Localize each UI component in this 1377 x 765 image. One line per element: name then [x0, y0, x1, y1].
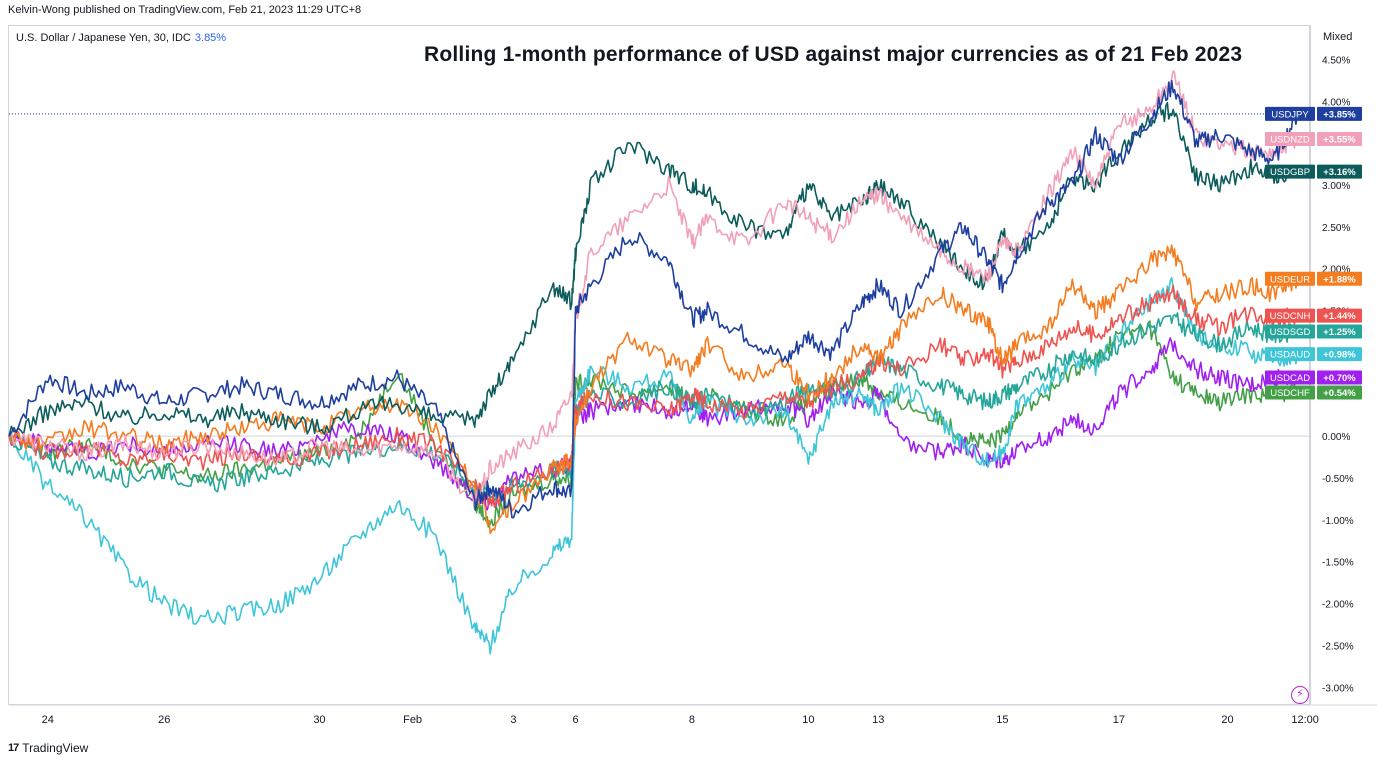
- series-name-label: USDJPY: [1271, 109, 1309, 120]
- series-value-label: +0.70%: [1323, 373, 1356, 384]
- y-tick-label: 4.00%: [1322, 97, 1350, 108]
- price-scale-divider: [1310, 25, 1311, 705]
- series-name-label: USDNZD: [1270, 135, 1310, 146]
- chart-title: Rolling 1-month performance of USD again…: [424, 43, 1243, 66]
- series-value-badge: [1317, 132, 1362, 146]
- publisher-header: Kelvin-Wong published on TradingView.com…: [8, 4, 362, 16]
- series-line-usdeur: [8, 244, 1299, 535]
- series-value-badge: [1317, 370, 1362, 385]
- series-line-usdaud: [8, 276, 1299, 655]
- series-line-usdcnh: [8, 284, 1299, 508]
- series-name-badge: [1265, 324, 1315, 339]
- y-tick-label: 2.50%: [1322, 223, 1350, 234]
- y-tick-label: -2.00%: [1322, 600, 1354, 611]
- y-tick-label: 2.00%: [1322, 265, 1350, 276]
- y-tick-label: -2.50%: [1322, 641, 1354, 652]
- series-value-badge: [1317, 164, 1362, 179]
- tradingview-logo-icon: 17: [8, 742, 19, 754]
- y-tick-label: 4.50%: [1322, 55, 1350, 66]
- series-line-usdcad: [8, 337, 1299, 511]
- symbol-value: 3.85%: [194, 32, 227, 44]
- series-value-badge: [1317, 308, 1362, 323]
- x-tick-label: 13: [872, 714, 884, 726]
- series-value-label: +3.16%: [1323, 167, 1356, 178]
- lightning-icon[interactable]: ⚡: [1291, 686, 1309, 704]
- y-tick-label: -3.00%: [1322, 683, 1354, 694]
- x-tick-label: 17: [1113, 714, 1125, 726]
- y-tick-label: -1.00%: [1322, 516, 1354, 527]
- symbol-legend[interactable]: U.S. Dollar / Japanese Yen, 30, IDC 3.85%: [16, 32, 226, 44]
- series-name-badge: [1265, 347, 1315, 362]
- series-value-badge: [1317, 385, 1362, 400]
- series-value-badge: [1317, 347, 1362, 362]
- scale-mode-label[interactable]: Mixed: [1323, 31, 1353, 43]
- series-value-label: +1.25%: [1323, 327, 1356, 338]
- y-tick-label: -0.50%: [1322, 474, 1354, 485]
- series-value-badge: [1317, 106, 1362, 121]
- x-tick-label: 10: [802, 714, 814, 726]
- series-name-badge: [1265, 385, 1315, 400]
- x-tick-label: 20: [1221, 714, 1233, 726]
- series-name-label: USDCNH: [1270, 311, 1311, 322]
- x-tick-label: 15: [996, 714, 1008, 726]
- y-tick-label: 0.00%: [1322, 432, 1350, 443]
- series-name-label: USDEUR: [1270, 274, 1310, 285]
- series-value-label: +3.85%: [1323, 109, 1356, 120]
- y-tick-label: -1.50%: [1322, 558, 1354, 569]
- series-value-badge: [1317, 324, 1362, 339]
- series-value-label: +3.55%: [1323, 135, 1356, 146]
- x-tick-label: 26: [158, 714, 170, 726]
- series-value-label: +1.88%: [1323, 274, 1356, 285]
- y-tick-label: 3.00%: [1322, 181, 1350, 192]
- series-value-label: +1.44%: [1323, 311, 1356, 322]
- footer-brand-text: TradingView: [22, 741, 89, 755]
- series-name-badge: [1265, 164, 1315, 179]
- series-line-usdgbp: [8, 101, 1299, 437]
- series-name-badge: [1265, 132, 1315, 146]
- x-tick-label: 30: [313, 714, 325, 726]
- series-name-badge: [1265, 370, 1315, 385]
- series-value-badge: [1317, 271, 1362, 286]
- x-tick-label: 6: [573, 714, 579, 726]
- symbol-name: U.S. Dollar / Japanese Yen, 30, IDC: [16, 32, 191, 44]
- x-tick-label: Feb: [403, 714, 422, 726]
- series-line-usdjpy: [8, 79, 1299, 519]
- series-line-usdchf: [8, 320, 1299, 528]
- series-value-label: +0.54%: [1323, 388, 1356, 399]
- series-name-label: USDAUD: [1270, 350, 1310, 361]
- x-tick-label: 8: [689, 714, 695, 726]
- series-line-usdnzd: [8, 70, 1299, 506]
- footer-brand: 17 TradingView: [8, 741, 88, 755]
- series-name-label: USDCHF: [1270, 388, 1310, 399]
- x-tick-label: 3: [510, 714, 516, 726]
- series-value-label: +0.98%: [1323, 350, 1356, 361]
- x-tick-label: 24: [42, 714, 54, 726]
- series-name-label: USDGBP: [1270, 167, 1310, 178]
- series-name-badge: [1265, 308, 1315, 323]
- series-name-badge: [1265, 271, 1315, 286]
- series-name-label: USDSGD: [1270, 327, 1311, 338]
- series-name-label: USDCAD: [1270, 373, 1310, 384]
- series-name-badge: [1265, 106, 1315, 121]
- x-tick-label: 12:00: [1291, 714, 1319, 726]
